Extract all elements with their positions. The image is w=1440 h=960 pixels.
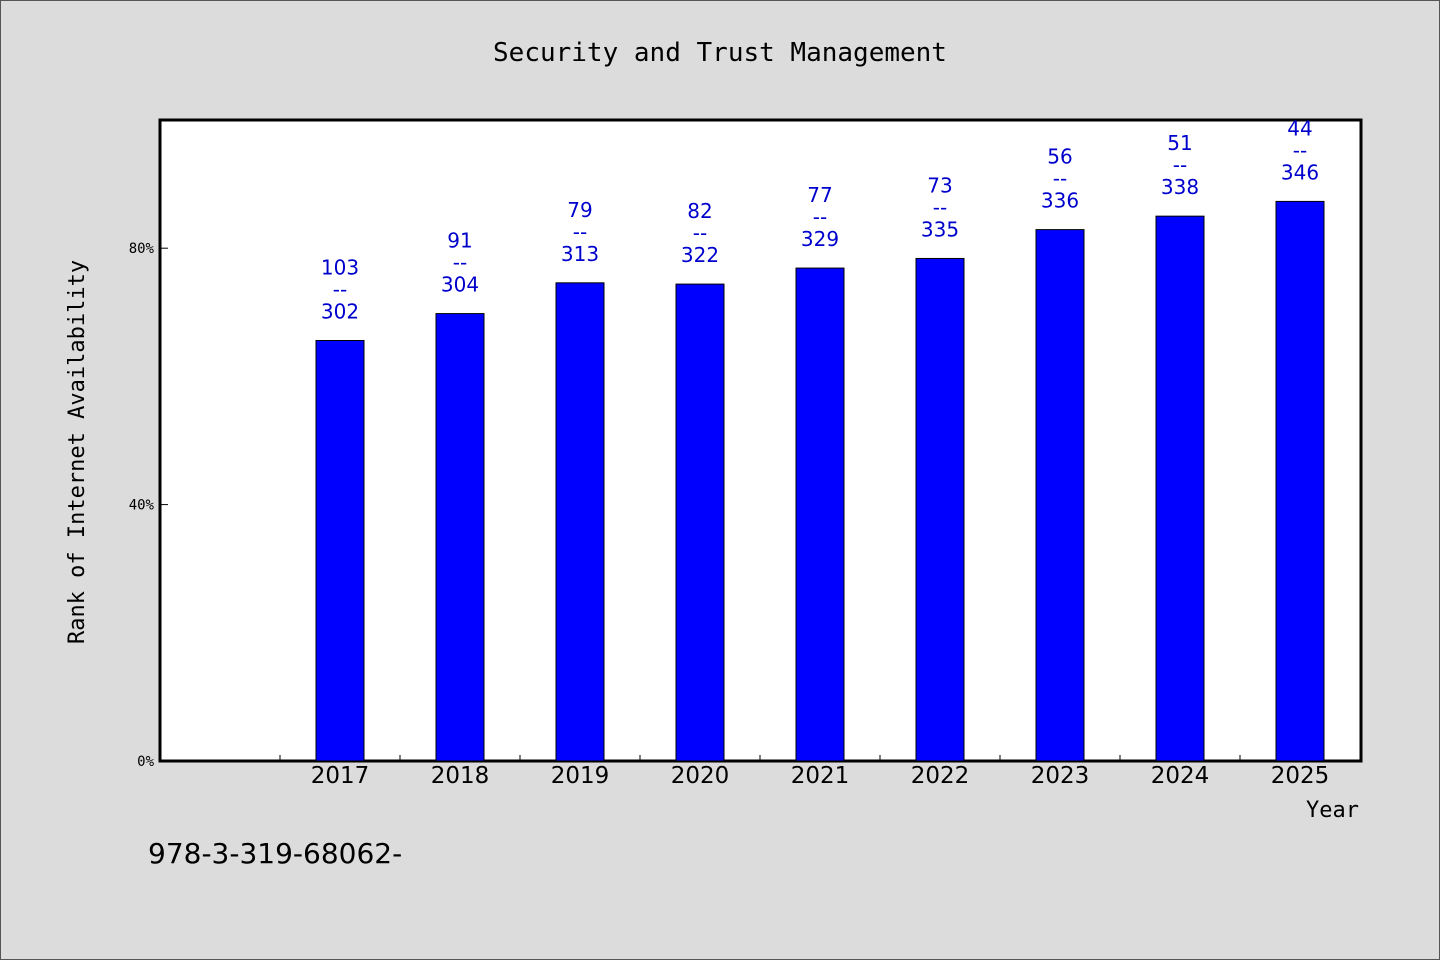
data-label-bottom: 302: [321, 300, 359, 324]
bar-2022: [915, 257, 965, 762]
x-tick-label: 2025: [1271, 763, 1330, 789]
data-label-top: 79: [567, 198, 592, 222]
data-label-bottom: 335: [921, 217, 959, 241]
data-label-separator: --: [813, 205, 827, 229]
x-tick-label: 2019: [551, 763, 610, 789]
data-label-top: 44: [1287, 116, 1312, 140]
x-tick-label: 2017: [311, 763, 370, 789]
bar-2023: [1035, 229, 1085, 762]
y-axis-label: Rank of Internet Availability: [65, 260, 90, 644]
data-label-top: 82: [687, 199, 712, 223]
y-tick-label: 0%: [137, 754, 154, 770]
bar-2018: [435, 313, 485, 762]
x-tick-label: 2024: [1151, 763, 1210, 789]
chart-title: Security and Trust Management: [493, 38, 947, 68]
bar-2019: [555, 282, 605, 762]
data-label-separator: --: [573, 220, 587, 244]
data-label-top: 73: [927, 173, 952, 197]
data-label-separator: --: [933, 195, 947, 219]
x-axis: 2017 2018 2019 2020 2021 2022 2023 2024 2025: [279, 755, 1361, 789]
data-label-separator: --: [1053, 167, 1067, 191]
y-axis: 0% 40% 80%: [129, 241, 168, 770]
data-label-top: 91: [447, 229, 472, 253]
bars-group: 302--103304--91313--79322--82329--77335-…: [315, 116, 1325, 762]
bar-2024: [1155, 215, 1205, 762]
x-tick-label: 2018: [431, 763, 490, 789]
x-axis-label: Year: [1306, 798, 1359, 823]
data-label-top: 56: [1047, 145, 1072, 169]
x-tick-label: 2023: [1031, 763, 1090, 789]
data-label-bottom: 313: [561, 242, 599, 266]
y-tick-label: 40%: [129, 498, 155, 514]
data-label-bottom: 338: [1161, 175, 1199, 199]
x-tick-label: 2020: [671, 763, 730, 789]
data-label-separator: --: [453, 251, 467, 275]
data-label-bottom: 336: [1041, 189, 1079, 213]
bar-2021: [795, 267, 845, 762]
x-tick-label: 2021: [791, 763, 850, 789]
data-label-top: 77: [807, 183, 832, 207]
y-tick-label: 80%: [129, 241, 155, 257]
data-label-top: 51: [1167, 131, 1192, 155]
data-label-separator: --: [1173, 153, 1187, 177]
data-label-separator: --: [333, 278, 347, 302]
bar-2017: [315, 340, 365, 762]
data-label-separator: --: [693, 221, 707, 245]
bar-2020: [675, 283, 725, 762]
data-label-bottom: 322: [681, 243, 719, 267]
data-label-top: 103: [321, 256, 359, 280]
isbn-text: 978-3-319-68062-: [148, 837, 402, 870]
data-label-separator: --: [1293, 138, 1307, 162]
x-tick-label: 2022: [911, 763, 970, 789]
data-label-bottom: 304: [441, 273, 479, 297]
data-label-bottom: 329: [801, 227, 839, 251]
bar-2025: [1275, 200, 1325, 762]
data-label-bottom: 346: [1281, 160, 1319, 184]
